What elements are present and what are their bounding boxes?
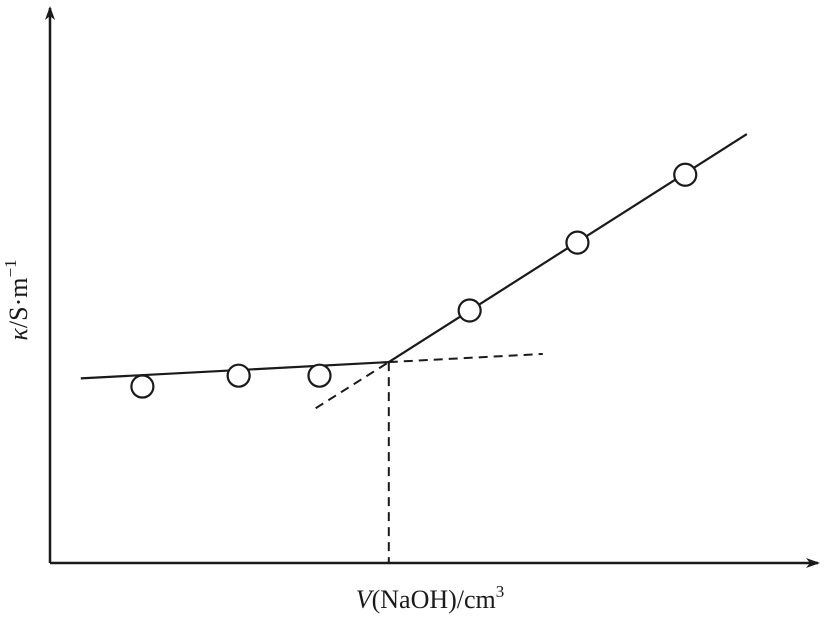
data-point	[307, 363, 332, 388]
data-point	[226, 363, 251, 388]
points-layer	[130, 162, 698, 399]
data-point	[673, 162, 698, 187]
y-axis-label-rest: /S·m	[4, 278, 33, 329]
extrap-lower-line	[388, 352, 543, 364]
x-axis-label: V(NaOH)/cm3	[356, 582, 505, 614]
x-axis-label-rest: (NaOH)/cm	[372, 585, 496, 614]
data-point	[130, 374, 155, 399]
y-axis-label: κ/S·m−1	[1, 259, 33, 340]
x-axis-label-var: V	[356, 585, 375, 614]
y-axis-label-var: κ	[4, 328, 33, 341]
data-point	[565, 230, 590, 255]
y-axis-label-sup: −1	[1, 259, 20, 277]
lines-layer	[80, 133, 748, 563]
x-axis-label-sup: 3	[496, 582, 505, 601]
data-point	[457, 298, 482, 323]
